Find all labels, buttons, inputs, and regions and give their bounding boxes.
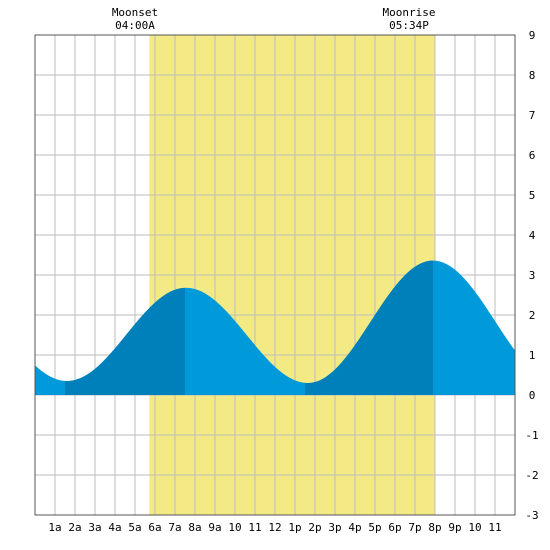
x-tick-label: 5p: [368, 521, 381, 534]
x-tick-label: 11: [488, 521, 501, 534]
y-tick-label: 5: [529, 189, 536, 202]
y-tick-label: 7: [529, 109, 536, 122]
x-tick-label: 12: [268, 521, 281, 534]
y-tick-label: 0: [529, 389, 536, 402]
x-tick-label: 2p: [308, 521, 321, 534]
y-tick-label: 8: [529, 69, 536, 82]
x-tick-label: 7a: [168, 521, 181, 534]
x-tick-label: 10: [468, 521, 481, 534]
y-tick-label: 4: [529, 229, 536, 242]
moonrise-time: 05:34P: [389, 19, 429, 32]
chart-frame: [34, 34, 516, 516]
y-tick-label: -2: [525, 469, 538, 482]
y-tick-label: 6: [529, 149, 536, 162]
y-tick-label: 2: [529, 309, 536, 322]
chart-grid: [35, 35, 515, 515]
x-tick-label: 3a: [88, 521, 101, 534]
x-tick-label: 6a: [148, 521, 161, 534]
moonrise-label: Moonrise: [382, 6, 436, 19]
plot-frame: [34, 34, 516, 516]
x-tick-label: 6p: [388, 521, 401, 534]
x-tick-label: 3p: [328, 521, 341, 534]
x-tick-label: 9p: [448, 521, 461, 534]
tide-area-dark: [305, 260, 433, 395]
x-tick-label: 5a: [128, 521, 141, 534]
x-tick-label: 2a: [68, 521, 81, 534]
x-tick-label: 4p: [348, 521, 361, 534]
tide-area: [35, 260, 515, 395]
x-tick-label: 8a: [188, 521, 201, 534]
y-tick-label: 9: [529, 29, 536, 42]
moonset-time: 04:00A: [115, 19, 155, 32]
tide-area-dark: [65, 287, 185, 395]
x-tick-label: 9a: [208, 521, 221, 534]
x-tick-label: 11: [248, 521, 261, 534]
y-tick-label: -3: [525, 509, 538, 522]
x-tick-label: 10: [228, 521, 241, 534]
x-tick-label: 1p: [288, 521, 301, 534]
y-tick-label: -1: [525, 429, 538, 442]
y-axis-ticks: -3 -2 -1 0 1 2 3 4 5 6 7 8 9: [525, 29, 538, 522]
moonset-label: Moonset: [111, 6, 159, 19]
x-tick-label: 7p: [408, 521, 421, 534]
x-tick-label: 4a: [108, 521, 121, 534]
x-tick-label: 1a: [48, 521, 61, 534]
y-tick-label: 3: [529, 269, 536, 282]
x-tick-label: 8p: [428, 521, 441, 534]
y-tick-label: 1: [529, 349, 536, 362]
x-axis-ticks: 1a 2a 3a 4a 5a 6a 7a 8a 9a 10 11 12 1p 2p 3p 4p 5p 6p 7p 8p…: [48, 521, 501, 534]
